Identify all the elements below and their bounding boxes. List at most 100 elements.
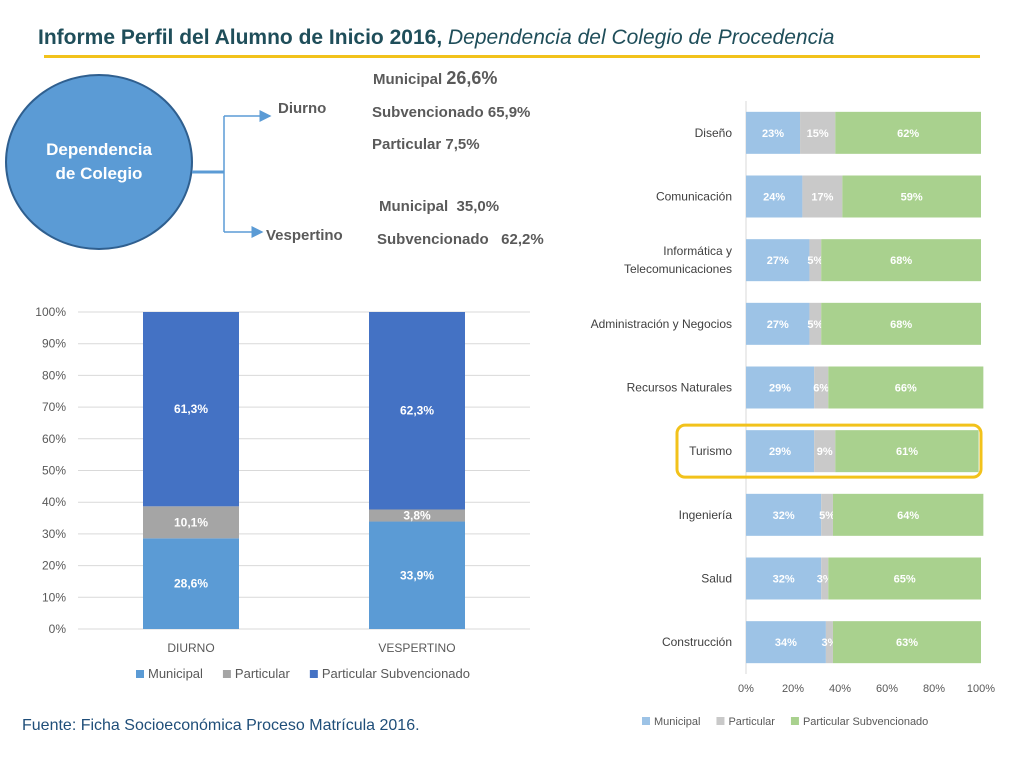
data-label: 62% — [897, 128, 919, 140]
legend-item-municipal: Municipal — [654, 716, 700, 728]
diurno-label: Diurno — [278, 100, 327, 117]
data-label: 62,3% — [400, 404, 434, 418]
y-tick-label: 30% — [42, 527, 66, 541]
legend-swatch — [309, 670, 318, 678]
diurno-municipal-label: Municipal — [373, 71, 443, 88]
data-label: 24% — [763, 192, 785, 204]
y-tick-label: 100% — [35, 305, 66, 319]
data-label: 32% — [773, 510, 795, 522]
title-main: Informe Perfil del Alumno de Inicio 2016… — [38, 26, 443, 49]
bar-segment-particular — [814, 366, 829, 409]
data-label: 27% — [767, 255, 789, 267]
page-title: Informe Perfil del Alumno de Inicio 2016… — [38, 26, 834, 50]
bar-segment-particular-subvencionado — [821, 302, 981, 345]
bar-segment-particular-subvencionado — [832, 621, 981, 664]
legend-item-particular-subvencionado: Particular Subvencionado — [803, 716, 928, 728]
data-label: 61% — [896, 446, 918, 458]
legend-item-particular: Particular — [728, 716, 775, 728]
category-label: Salud — [701, 572, 732, 586]
y-tick-label: 80% — [42, 368, 66, 382]
legend-swatch — [222, 670, 231, 678]
bar-segment-particular — [809, 239, 822, 282]
y-tick-label: 0% — [49, 622, 67, 636]
legend-item-particular: Particular — [235, 666, 291, 681]
data-label: 29% — [769, 446, 791, 458]
bar-segment-municipal — [369, 521, 465, 629]
y-tick-label: 20% — [42, 559, 66, 573]
y-tick-label: 60% — [42, 432, 66, 446]
bar-segment-particular — [369, 509, 465, 522]
category-label: Recursos Naturales — [627, 381, 732, 395]
legend-swatch — [716, 717, 725, 725]
bar-segment-particular — [800, 111, 836, 154]
data-label: 29% — [769, 383, 791, 395]
legend-swatch — [136, 670, 144, 678]
bar-segment-particular — [809, 302, 822, 345]
bar-segment-particular — [821, 557, 829, 600]
x-tick-label: DIURNO — [167, 641, 214, 655]
data-label: 68% — [890, 255, 912, 267]
x-tick-label: 0% — [738, 683, 754, 695]
category-label: Administración y Negocios — [591, 317, 732, 331]
bar-segment-particular — [825, 621, 833, 664]
bar-segment-particular — [143, 506, 239, 539]
y-tick-label: 10% — [42, 590, 66, 604]
data-label: 3,8% — [403, 509, 431, 523]
bar-segment-particular-subvencionado — [842, 175, 981, 218]
data-label: 10,1% — [174, 515, 208, 529]
data-label: 34% — [775, 637, 797, 649]
x-tick-label: 80% — [923, 683, 945, 695]
y-tick-label: 70% — [42, 400, 66, 414]
category-label: Turismo — [689, 444, 732, 458]
bar-segment-particular-subvencionado — [143, 312, 239, 507]
bar-segment-particular-subvencionado — [828, 366, 984, 409]
source-note: Fuente: Ficha Socioeconómica Proceso Mat… — [22, 717, 420, 734]
bar-segment-particular — [802, 175, 843, 218]
data-label: 5% — [807, 255, 823, 267]
data-label: 27% — [767, 319, 789, 331]
vespertino-subvencionado: Subvencionado 62,2% — [377, 231, 544, 248]
diurno-particular: Particular 7,5% — [372, 136, 480, 153]
data-label: 68% — [890, 319, 912, 331]
title-underline — [44, 55, 980, 58]
category-label: Informática y — [663, 244, 732, 258]
bar-segment-particular-subvencionado — [821, 239, 981, 282]
data-label: 32% — [773, 574, 795, 586]
data-label: 64% — [897, 510, 919, 522]
bar-segment-municipal — [746, 239, 810, 282]
data-label: 5% — [819, 510, 835, 522]
data-label: 66% — [895, 383, 917, 395]
bar-segment-particular-subvencionado — [835, 111, 981, 154]
x-tick-label: 40% — [829, 683, 851, 695]
data-label: 63% — [896, 637, 918, 649]
data-label: 59% — [901, 192, 923, 204]
data-label: 28,6% — [174, 577, 208, 591]
bar-segment-particular-subvencionado — [832, 493, 984, 536]
dependencia-circle: Dependencia de Colegio — [5, 74, 193, 250]
diurno-subvencionado: Subvencionado 65,9% — [372, 104, 531, 121]
data-label: 9% — [817, 446, 833, 458]
category-label: Construcción — [662, 635, 732, 649]
category-label: Ingeniería — [679, 508, 733, 522]
x-tick-label: VESPERTINO — [378, 641, 455, 655]
category-label: Diseño — [695, 126, 733, 140]
data-label: 17% — [811, 192, 833, 204]
bar-segment-particular — [821, 493, 833, 536]
x-tick-label: 100% — [967, 683, 995, 695]
data-label: 6% — [813, 383, 829, 395]
y-tick-label: 40% — [42, 495, 66, 509]
legend-item-particular-subvencionado: Particular Subvencionado — [322, 666, 470, 681]
data-label: 61,3% — [174, 402, 208, 416]
bar-segment-municipal — [746, 621, 826, 664]
bar-segment-municipal — [746, 366, 815, 409]
category-label: Comunicación — [656, 190, 732, 204]
y-tick-label: 50% — [42, 464, 66, 478]
bar-segment-municipal — [143, 538, 239, 629]
data-label: 5% — [807, 319, 823, 331]
bar-segment-municipal — [746, 493, 822, 536]
x-tick-label: 20% — [782, 683, 804, 695]
data-label: 33,9% — [400, 568, 434, 582]
legend-item-municipal: Municipal — [148, 666, 203, 681]
bar-segment-municipal — [746, 430, 815, 473]
